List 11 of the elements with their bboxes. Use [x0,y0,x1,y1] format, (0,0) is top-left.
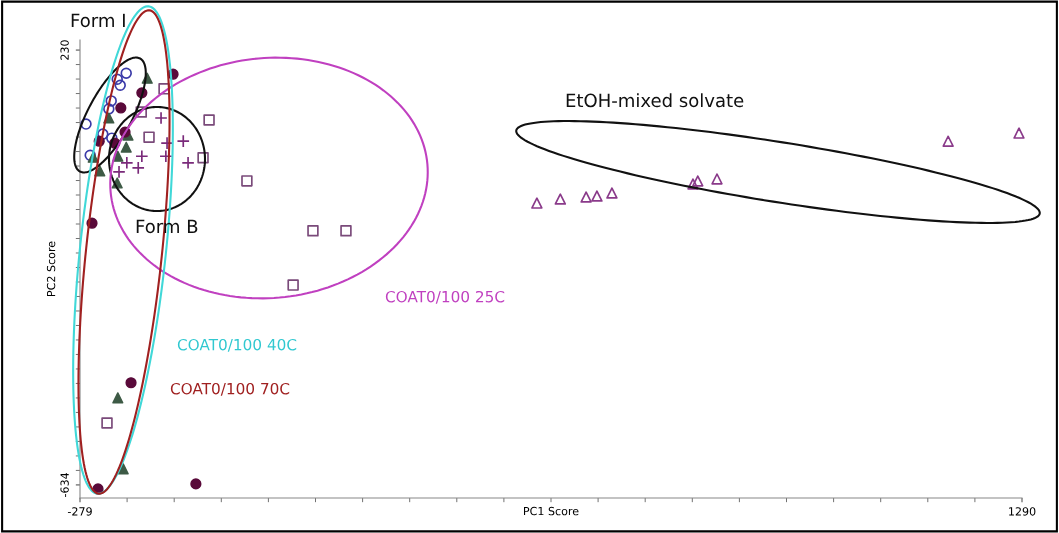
y-tick-label: 230 [60,40,69,60]
y-axis-title: PC2 Score [46,241,56,296]
text: Form I [71,13,125,28]
annotation: COAT0/100 40C [177,338,297,352]
x-tick-label: 1290 [1009,507,1036,516]
annotation: COAT0/100 70C [170,382,290,396]
x-axis-title: PC1 Score [524,506,579,516]
x-tick-label: -279 [67,507,92,516]
y-tick-label: -634 [60,472,69,497]
annotation: COAT0/100 25C [385,290,505,304]
annotation: EtOH-mixed solvate [566,93,744,108]
